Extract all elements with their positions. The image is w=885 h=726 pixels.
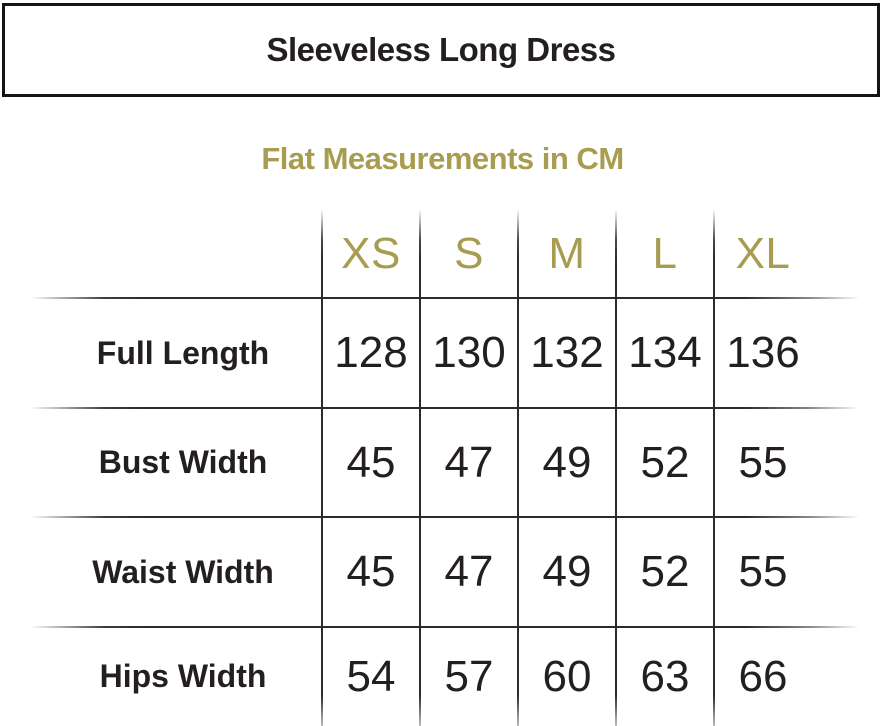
grid-line-v [321, 209, 323, 726]
subtitle: Flat Measurements in CM [261, 141, 624, 176]
measurement-value: 52 [640, 547, 690, 596]
measurement-value: 130 [432, 328, 506, 377]
measurement-value: 49 [542, 547, 592, 596]
col-header-xl: XL [735, 228, 791, 278]
row-label-hips-width: Hips Width [99, 658, 267, 694]
measurements-table: XS S M L XL Full Length 128 130 132 134 … [0, 209, 812, 726]
grid-line-v [713, 209, 715, 726]
corner-spacer [0, 209, 322, 298]
grid-line-h [30, 516, 860, 518]
measurement-value: 54 [346, 651, 396, 701]
measurement-value: 55 [738, 547, 788, 596]
measurement-value: 45 [346, 437, 396, 487]
page-title: Sleeveless Long Dress [266, 31, 616, 68]
col-header-l: L [652, 228, 678, 278]
measurement-value: 49 [542, 437, 592, 487]
measurement-value: 57 [444, 651, 494, 701]
col-header-m: M [548, 228, 586, 278]
measurement-value: 66 [738, 651, 788, 701]
col-header-s: S [454, 228, 484, 278]
measurement-value: 45 [346, 547, 396, 596]
measurement-value: 128 [334, 328, 408, 377]
measurement-value: 63 [640, 651, 690, 701]
grid-line-h [30, 407, 860, 409]
grid-line-v [419, 209, 421, 726]
col-header-xs: XS [341, 228, 401, 278]
row-label-waist-width: Waist Width [92, 553, 274, 590]
measurement-value: 55 [738, 437, 788, 487]
measurement-value: 60 [542, 651, 592, 701]
measurement-value: 134 [628, 328, 702, 377]
grid-line-h [30, 626, 860, 628]
measurement-value: 132 [530, 328, 604, 377]
measurement-value: 47 [444, 437, 494, 487]
title-box: Sleeveless Long Dress [2, 3, 880, 97]
grid-line-v [615, 209, 617, 726]
measurement-value: 47 [444, 547, 494, 596]
row-label-full-length: Full Length [96, 334, 270, 371]
row-label-bust-width: Bust Width [98, 444, 268, 480]
measurement-value: 52 [640, 437, 690, 487]
grid-line-h [30, 297, 860, 299]
measurement-value: 136 [726, 328, 800, 377]
grid-line-v [517, 209, 519, 726]
